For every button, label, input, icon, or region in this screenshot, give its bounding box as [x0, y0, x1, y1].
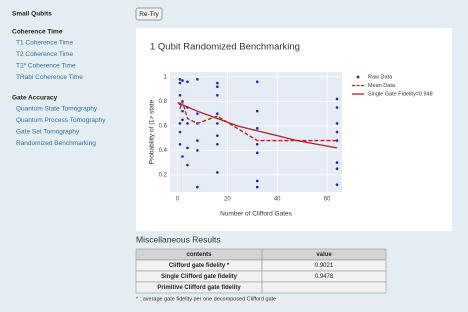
data-point: [335, 106, 339, 109]
y-tick-label: 0.4: [159, 148, 168, 154]
data-point: [186, 146, 189, 150]
data-point: [255, 179, 259, 183]
data-point: [335, 97, 339, 101]
sidebar-link[interactable]: Gate Set Tomography: [16, 129, 80, 136]
legend-label: Mean Data: [368, 83, 396, 89]
data-point: [186, 80, 189, 84]
footnote: * : average gate fidelity per one decomp…: [136, 296, 276, 302]
data-point: [216, 81, 219, 85]
data-point: [216, 171, 219, 174]
sidebar-title: Small Qubits: [12, 11, 52, 18]
sidebar-link[interactable]: T1 Coherence Time: [16, 40, 73, 47]
data-point: [255, 109, 259, 113]
y-tick-label: 1: [164, 74, 168, 80]
y-axis-label: Probability of |1> state: [149, 99, 156, 164]
table-text: Clifford gate fidelity *: [169, 263, 230, 269]
data-point: [216, 134, 219, 137]
data-point: [196, 149, 199, 152]
data-point: [196, 185, 199, 189]
x-axis-label: Number of Clifford Gates: [220, 211, 293, 218]
retry-button[interactable]: [135, 7, 163, 21]
data-point: [196, 112, 199, 115]
data-point: [196, 78, 199, 81]
x-tick-label: 40: [274, 197, 281, 203]
table-header: contents: [186, 252, 212, 258]
y-tick-label: 0.6: [159, 123, 168, 129]
data-point: [335, 130, 339, 134]
x-tick-label: 20: [224, 197, 231, 203]
table-text: 0.9478: [315, 274, 334, 280]
data-point: [335, 139, 339, 142]
sidebar-heading: Coherence Time: [12, 29, 63, 36]
data-point: [255, 127, 259, 130]
table-text: 0.9021: [315, 263, 334, 269]
sidebar-link[interactable]: Quantum State Tomography: [16, 106, 98, 113]
data-point: [181, 118, 184, 122]
results-title: Miscellaneous Results: [136, 234, 221, 244]
legend-label: Single Gate Fidelity=0.948: [368, 91, 433, 97]
data-point: [178, 81, 182, 85]
y-tick-label: 0.2: [159, 172, 168, 178]
data-point: [255, 151, 259, 155]
legend-marker: [356, 75, 360, 79]
data-point: [255, 80, 259, 84]
data-point: [178, 142, 182, 146]
data-point: [181, 79, 184, 82]
series-line: [177, 102, 338, 149]
x-tick-label: 60: [324, 197, 331, 203]
x-tick-label: 0: [176, 197, 180, 203]
data-point: [181, 155, 184, 158]
data-point: [216, 122, 219, 125]
data-point: [186, 122, 189, 125]
data-point: [178, 78, 182, 81]
table-cell: [261, 281, 387, 294]
sidebar-link[interactable]: T2 Coherence Time: [16, 51, 73, 58]
plot-area: [170, 72, 342, 192]
retry-label[interactable]: Re-Try: [139, 11, 159, 18]
data-point: [181, 109, 184, 113]
sidebar-link[interactable]: Randomized Benchmarking: [16, 140, 96, 147]
sidebar-link[interactable]: T2* Coherence Time: [16, 63, 76, 70]
data-point: [216, 85, 219, 88]
data-point: [335, 167, 339, 171]
data-point: [196, 139, 199, 142]
data-point: [335, 161, 339, 164]
data-point: [216, 142, 219, 146]
data-point: [178, 122, 182, 125]
data-point: [178, 130, 182, 134]
data-point: [335, 122, 339, 125]
sidebar-link[interactable]: Quantum Process Tomography: [16, 117, 106, 124]
table-text: Single Clifford gate fidelity: [161, 274, 238, 280]
data-point: [178, 93, 182, 97]
sidebar-heading: Gate Accuracy: [12, 95, 58, 102]
data-point: [186, 163, 189, 167]
table-header: value: [316, 252, 332, 258]
y-tick-label: 0.8: [159, 99, 168, 105]
data-point: [255, 185, 259, 189]
sidebar-link[interactable]: TRabi Coherence Time: [16, 74, 83, 81]
data-point: [335, 183, 339, 186]
series-line: [179, 99, 338, 142]
data-point: [255, 142, 259, 146]
data-point: [216, 93, 219, 97]
table-text: Primitive Clifford gate fidelity: [157, 285, 241, 291]
data-point: [216, 112, 219, 115]
legend-label: Raw Data: [368, 74, 393, 80]
chart-title: 1 Qubit Randomized Benchmarking: [150, 42, 300, 53]
